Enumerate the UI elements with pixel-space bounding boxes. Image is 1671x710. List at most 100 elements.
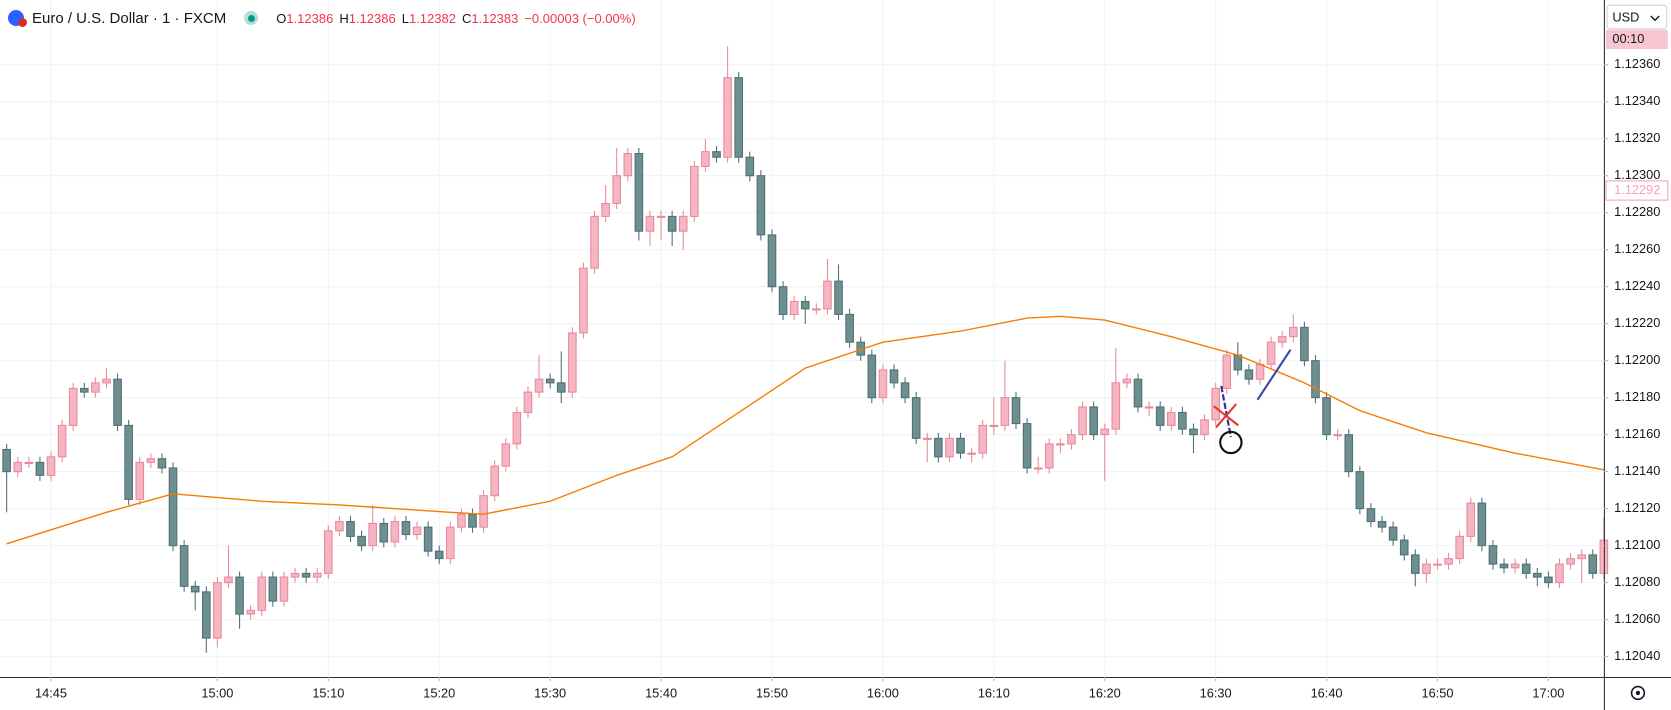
candle-body: [701, 151, 710, 167]
candle-body: [434, 550, 444, 560]
circle-mark: [1219, 430, 1243, 455]
symbol-title: Euro / U.S. Dollar · 1 · FXCM: [32, 9, 227, 27]
x-tick-label: 17:00: [1532, 685, 1564, 700]
candle-body: [512, 411, 522, 445]
market-status: [244, 11, 259, 25]
x-tick-label: 15:00: [201, 685, 233, 700]
settings-icon[interactable]: [1635, 690, 1641, 696]
candle-body: [202, 591, 211, 639]
candle-body: [867, 354, 877, 399]
candle-body: [1178, 411, 1187, 430]
y-tick-label: 1.12100: [1614, 537, 1660, 552]
candle-body: [1100, 428, 1110, 436]
candle-body: [1155, 406, 1165, 426]
candle-body: [1111, 382, 1121, 430]
candle-body: [368, 522, 377, 547]
currency-label[interactable]: USD: [1612, 9, 1639, 24]
candle-body: [734, 77, 744, 158]
candle-body: [634, 152, 644, 232]
candle-body: [1488, 545, 1498, 565]
currency-button[interactable]: USD: [1606, 4, 1668, 30]
candle-body: [146, 458, 156, 463]
candle-body: [1311, 360, 1320, 399]
candle-body: [246, 609, 255, 615]
candle-body: [1089, 406, 1098, 436]
candle-body: [1044, 443, 1054, 469]
candle-body: [623, 152, 633, 177]
candle-body: [812, 308, 821, 311]
candle-body: [346, 521, 355, 537]
candle-body: [590, 215, 599, 269]
candle-body: [1533, 572, 1542, 578]
x-tick-label: 15:10: [312, 685, 344, 700]
dropdown-caret[interactable]: [1650, 15, 1660, 22]
candle-body: [1133, 378, 1143, 408]
candle-body: [523, 391, 533, 413]
candle-body: [845, 313, 854, 343]
candle-body: [989, 424, 999, 428]
candle-body: [1277, 336, 1287, 343]
candle-body: [1377, 521, 1387, 528]
candle-body: [446, 526, 455, 560]
candle-body: [534, 378, 544, 393]
y-tick-label: 1.12120: [1614, 500, 1660, 515]
candle-body: [1366, 508, 1376, 523]
settings-icon[interactable]: [1630, 685, 1646, 701]
candle-body: [545, 378, 555, 384]
ohlc-key: H: [339, 10, 349, 26]
candle-body: [1144, 406, 1154, 409]
settings-button[interactable]: [1630, 685, 1646, 701]
y-tick-label: 1.12060: [1614, 611, 1660, 626]
trend-line: [1256, 349, 1292, 401]
trend-line: [1220, 385, 1232, 438]
y-tick-label: 1.12140: [1614, 463, 1660, 478]
x-tick-label: 14:45: [35, 685, 67, 700]
y-tick-label: 1.12220: [1614, 315, 1660, 330]
candle-body: [457, 513, 466, 528]
y-tick-label: 1.12260: [1614, 241, 1660, 256]
legend-header: Euro / U.S. Dollar · 1 · FXCM O 1.12386 H 1…: [8, 7, 636, 29]
currency-box[interactable]: [1606, 4, 1668, 30]
x-tick-label: 16:10: [978, 685, 1010, 700]
last-price-box: [1605, 180, 1669, 201]
candle-body: [756, 175, 766, 236]
candle-body: [1233, 354, 1243, 371]
countdown: 00:10: [1612, 31, 1644, 46]
ohlc-values: O 1.12386 H 1.12386 L 1.12382 C 1.12383: [276, 11, 524, 26]
candle-body: [224, 576, 233, 584]
candle-body: [645, 215, 655, 232]
price-axis: 1.12360 1.12340 1.12320 1.12300 1.12280 1.122…: [35, 56, 1669, 700]
candle-body: [301, 572, 311, 578]
candle-body: [390, 521, 400, 543]
candle-body: [312, 572, 322, 578]
candle-body: [723, 77, 732, 158]
candle-body: [1166, 411, 1176, 426]
candle-body: [135, 461, 145, 500]
candle-body: [290, 572, 300, 578]
y-tick-label: 1.12340: [1614, 93, 1660, 108]
x-tick-label: 16:30: [1200, 685, 1232, 700]
candle-body: [157, 458, 167, 469]
candle-body: [1011, 397, 1021, 425]
symbol-icon: [8, 10, 27, 27]
candle-body: [479, 495, 488, 528]
candle-body: [35, 461, 45, 476]
candle-body: [945, 437, 954, 458]
candle-body: [579, 267, 588, 334]
candle-body: [1288, 326, 1298, 338]
candle-body: [423, 526, 433, 552]
candle-body: [1266, 341, 1276, 365]
x-tick-label: 16:40: [1311, 685, 1343, 700]
candle-body: [357, 535, 366, 547]
candle-body: [68, 387, 78, 426]
candle-body: [1477, 502, 1487, 547]
candle-body: [79, 387, 89, 393]
candle-body: [1078, 406, 1087, 436]
candle-body: [401, 521, 411, 536]
candle-body: [1211, 387, 1220, 421]
countdown-box: [1605, 29, 1668, 50]
last-price-label: 1.12292: [1614, 182, 1660, 197]
candle-body: [412, 526, 422, 536]
